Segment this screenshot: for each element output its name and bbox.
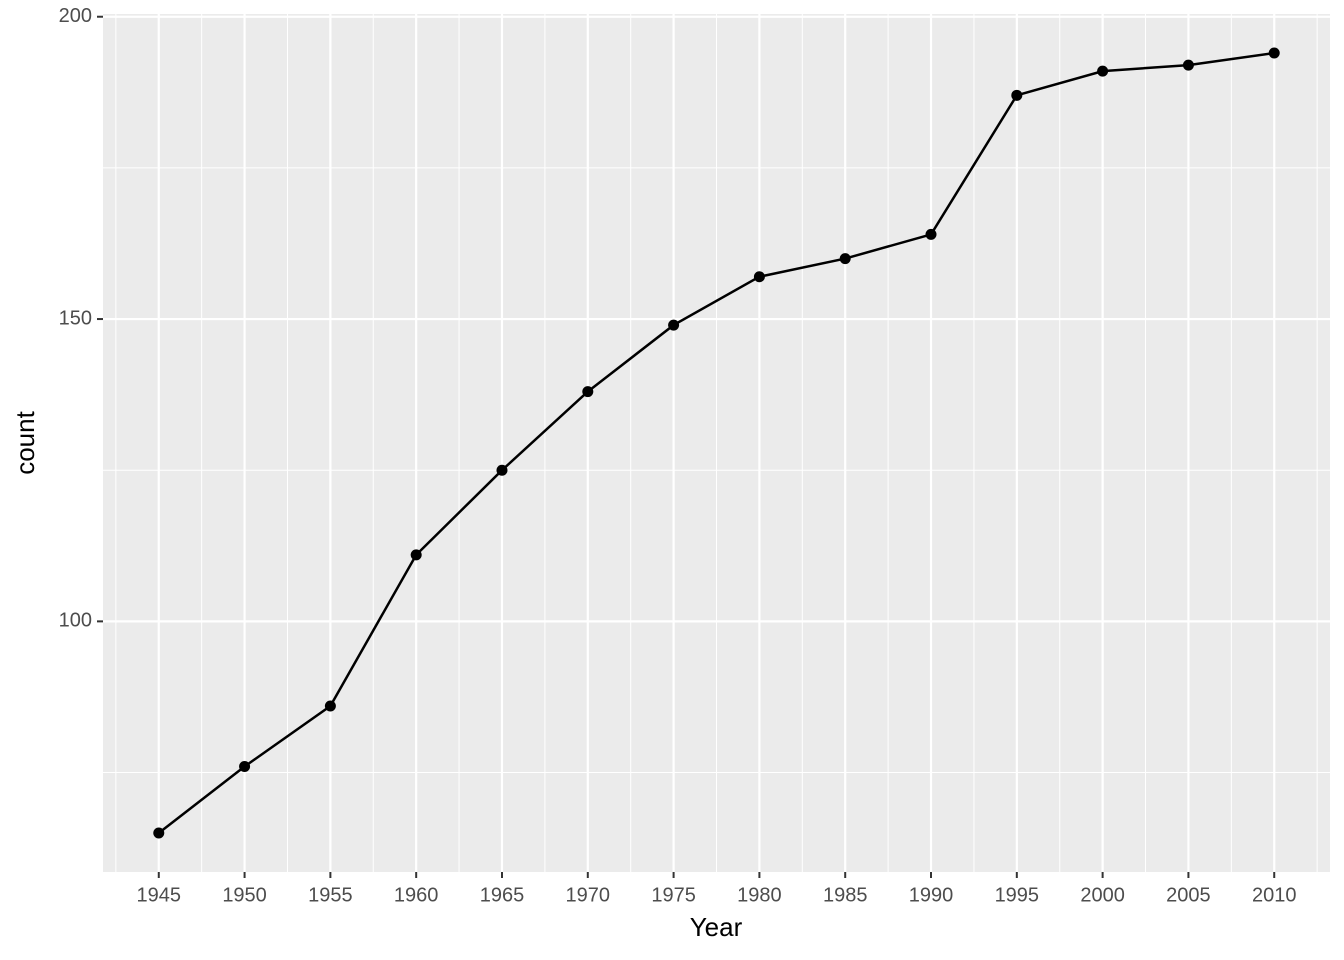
point xyxy=(753,271,765,283)
x-axis-title: Year xyxy=(690,912,743,942)
point xyxy=(324,700,336,712)
x-tick-label: 1975 xyxy=(651,884,696,906)
point xyxy=(668,319,680,331)
x-tick-label: 1990 xyxy=(909,884,954,906)
x-tick-label: 1955 xyxy=(308,884,353,906)
x-tick-label: 2000 xyxy=(1080,884,1125,906)
x-tick-label: 1995 xyxy=(995,884,1040,906)
y-axis-title: count xyxy=(10,410,40,474)
point xyxy=(496,464,508,476)
x-tick-label: 1950 xyxy=(222,884,267,906)
major-grid xyxy=(103,14,1330,872)
x-tick-label: 1970 xyxy=(566,884,611,906)
y-tick-label: 150 xyxy=(59,307,92,329)
point xyxy=(410,549,422,561)
point xyxy=(1182,59,1194,71)
x-tick-label: 1945 xyxy=(137,884,182,906)
y-tick-label: 100 xyxy=(59,610,92,632)
point xyxy=(1097,65,1109,77)
minor-grid xyxy=(103,14,1330,872)
x-tick-label: 2005 xyxy=(1166,884,1211,906)
y-tick-label: 200 xyxy=(59,5,92,27)
point xyxy=(239,760,251,772)
point xyxy=(1011,89,1023,101)
point xyxy=(1268,47,1280,59)
point xyxy=(582,386,594,398)
point xyxy=(153,827,165,839)
line xyxy=(158,51,1275,834)
x-tick-label: 1980 xyxy=(737,884,782,906)
point xyxy=(925,228,937,240)
x-tick-label: 2010 xyxy=(1252,884,1297,906)
point xyxy=(839,253,851,265)
x-tick-label: 1985 xyxy=(823,884,868,906)
x-tick-label: 1965 xyxy=(480,884,525,906)
x-tick-label: 1960 xyxy=(394,884,439,906)
